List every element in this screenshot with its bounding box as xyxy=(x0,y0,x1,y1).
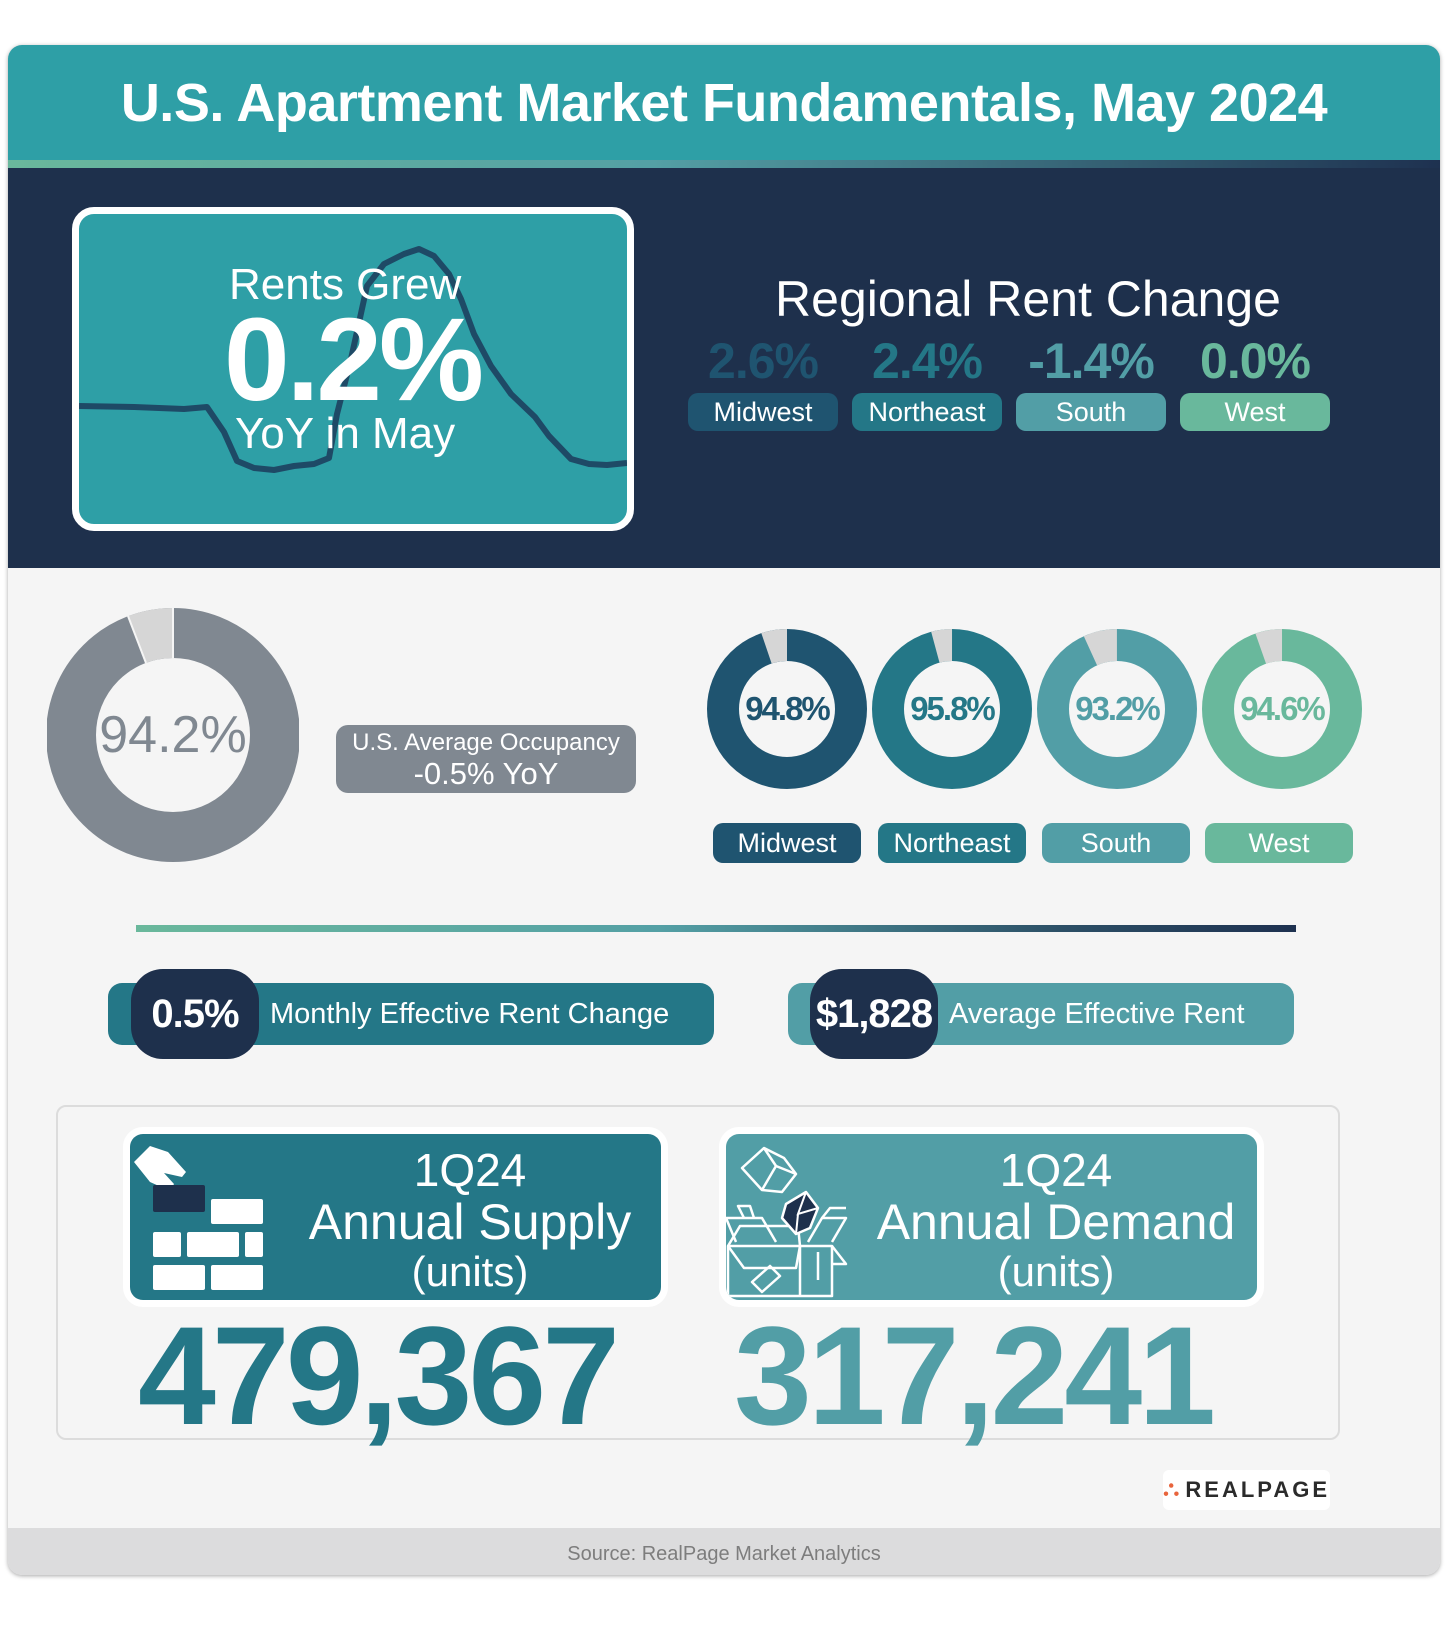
average-rent-label: Average Effective Rent xyxy=(949,998,1245,1030)
supply-period: 1Q24 xyxy=(413,1144,527,1196)
section-divider xyxy=(136,925,1296,932)
donut-chart-icon xyxy=(46,608,300,862)
supply-unit: (units) xyxy=(411,1248,529,1295)
occupancy-donut-south: 93.2% xyxy=(1037,629,1197,789)
occupancy-value: 95.8% xyxy=(910,690,996,727)
demand-title-block: 1Q24 Annual Demand (units) xyxy=(866,1134,1246,1296)
regional-rent-value: -1.4% xyxy=(1028,333,1155,389)
donut-chart-icon xyxy=(1202,629,1362,789)
region-label-west: West xyxy=(1205,823,1353,863)
regional-rent-change-title: Regional Rent Change xyxy=(775,271,1281,327)
regional-rent-south: -1.4% South xyxy=(1016,333,1166,431)
demand-title: Annual Demand xyxy=(876,1194,1236,1250)
rent-growth-period: YoY in May xyxy=(235,409,456,458)
supply-title-block: 1Q24 Annual Supply (units) xyxy=(290,1134,650,1296)
supply-title: Annual Supply xyxy=(308,1194,632,1250)
occupancy-value: 94.8% xyxy=(745,690,831,727)
region-label-south: South xyxy=(1042,823,1190,863)
occupancy-donut-northeast: 95.8% xyxy=(872,629,1032,789)
hero-section: Rents Grew 0.2% YoY in May Regional Rent… xyxy=(8,168,1440,568)
source-note: Source: RealPage Market Analytics xyxy=(567,1543,881,1565)
region-label-northeast: Northeast xyxy=(878,823,1026,863)
logo-text: REALPAGE xyxy=(1185,1477,1330,1502)
region-label: West xyxy=(1180,393,1330,431)
us-occupancy-value: 94.2% xyxy=(99,706,247,764)
us-occupancy-change: -0.5% YoY xyxy=(413,756,559,791)
realpage-dots-icon xyxy=(1163,1483,1179,1496)
regional-rent-midwest: 2.6% Midwest xyxy=(688,333,838,431)
region-label: South xyxy=(1016,393,1166,431)
brick-wall-icon xyxy=(134,1146,263,1290)
average-rent-value: $1,828 xyxy=(810,969,938,1059)
line-chart-icon xyxy=(79,246,627,473)
monthly-rent-change-value: 0.5% xyxy=(131,969,259,1059)
footer: Source: RealPage Market Analytics xyxy=(8,1528,1440,1575)
title-gradient-stripe xyxy=(8,160,1440,168)
us-occupancy-label: U.S. Average Occupancy xyxy=(352,729,620,756)
title-bar: U.S. Apartment Market Fundamentals, May … xyxy=(8,45,1440,160)
regional-rent-value: 2.4% xyxy=(872,333,983,389)
donut-chart-icon xyxy=(1037,629,1197,789)
monthly-rent-change-label: Monthly Effective Rent Change xyxy=(270,998,670,1030)
regional-rent-west: 0.0% West xyxy=(1180,333,1330,431)
donut-chart-icon xyxy=(707,629,867,789)
region-label: Midwest xyxy=(688,393,838,431)
supply-box: 1Q24 Annual Supply (units) xyxy=(123,1127,668,1307)
us-occupancy-donut: 94.2% xyxy=(46,608,300,862)
monthly-rent-change-bar: 0.5% Monthly Effective Rent Change xyxy=(108,969,714,1059)
region-label-midwest: Midwest xyxy=(713,823,861,863)
moving-boxes-icon xyxy=(726,1146,848,1298)
page-title: U.S. Apartment Market Fundamentals, May … xyxy=(120,72,1328,133)
us-occupancy-badge: U.S. Average Occupancy -0.5% YoY xyxy=(336,725,636,793)
supply-value: 479,367 xyxy=(138,1297,620,1454)
regional-rent-value: 2.6% xyxy=(708,333,819,389)
average-rent-bar: $1,828 Average Effective Rent xyxy=(788,969,1294,1059)
rent-growth-label: Rents Grew xyxy=(229,260,462,309)
region-label: Northeast xyxy=(852,393,1002,431)
demand-unit: (units) xyxy=(997,1248,1115,1295)
demand-period: 1Q24 xyxy=(999,1144,1113,1196)
regional-rent-northeast: 2.4% Northeast xyxy=(852,333,1002,431)
rent-growth-box: Rents Grew 0.2% YoY in May xyxy=(72,207,634,531)
demand-value: 317,241 xyxy=(734,1297,1216,1454)
occupancy-donut-midwest: 94.8% xyxy=(707,629,867,789)
demand-box: 1Q24 Annual Demand (units) xyxy=(719,1127,1264,1307)
regional-rent-value: 0.0% xyxy=(1200,333,1311,389)
occupancy-value: 93.2% xyxy=(1075,690,1161,727)
occupancy-donut-west: 94.6% xyxy=(1202,629,1362,789)
donut-chart-icon xyxy=(872,629,1032,789)
realpage-logo: REALPAGE xyxy=(1163,1470,1330,1510)
occupancy-value: 94.6% xyxy=(1240,690,1326,727)
rent-growth-value: 0.2% xyxy=(224,294,484,426)
infographic-card: U.S. Apartment Market Fundamentals, May … xyxy=(8,45,1440,1575)
